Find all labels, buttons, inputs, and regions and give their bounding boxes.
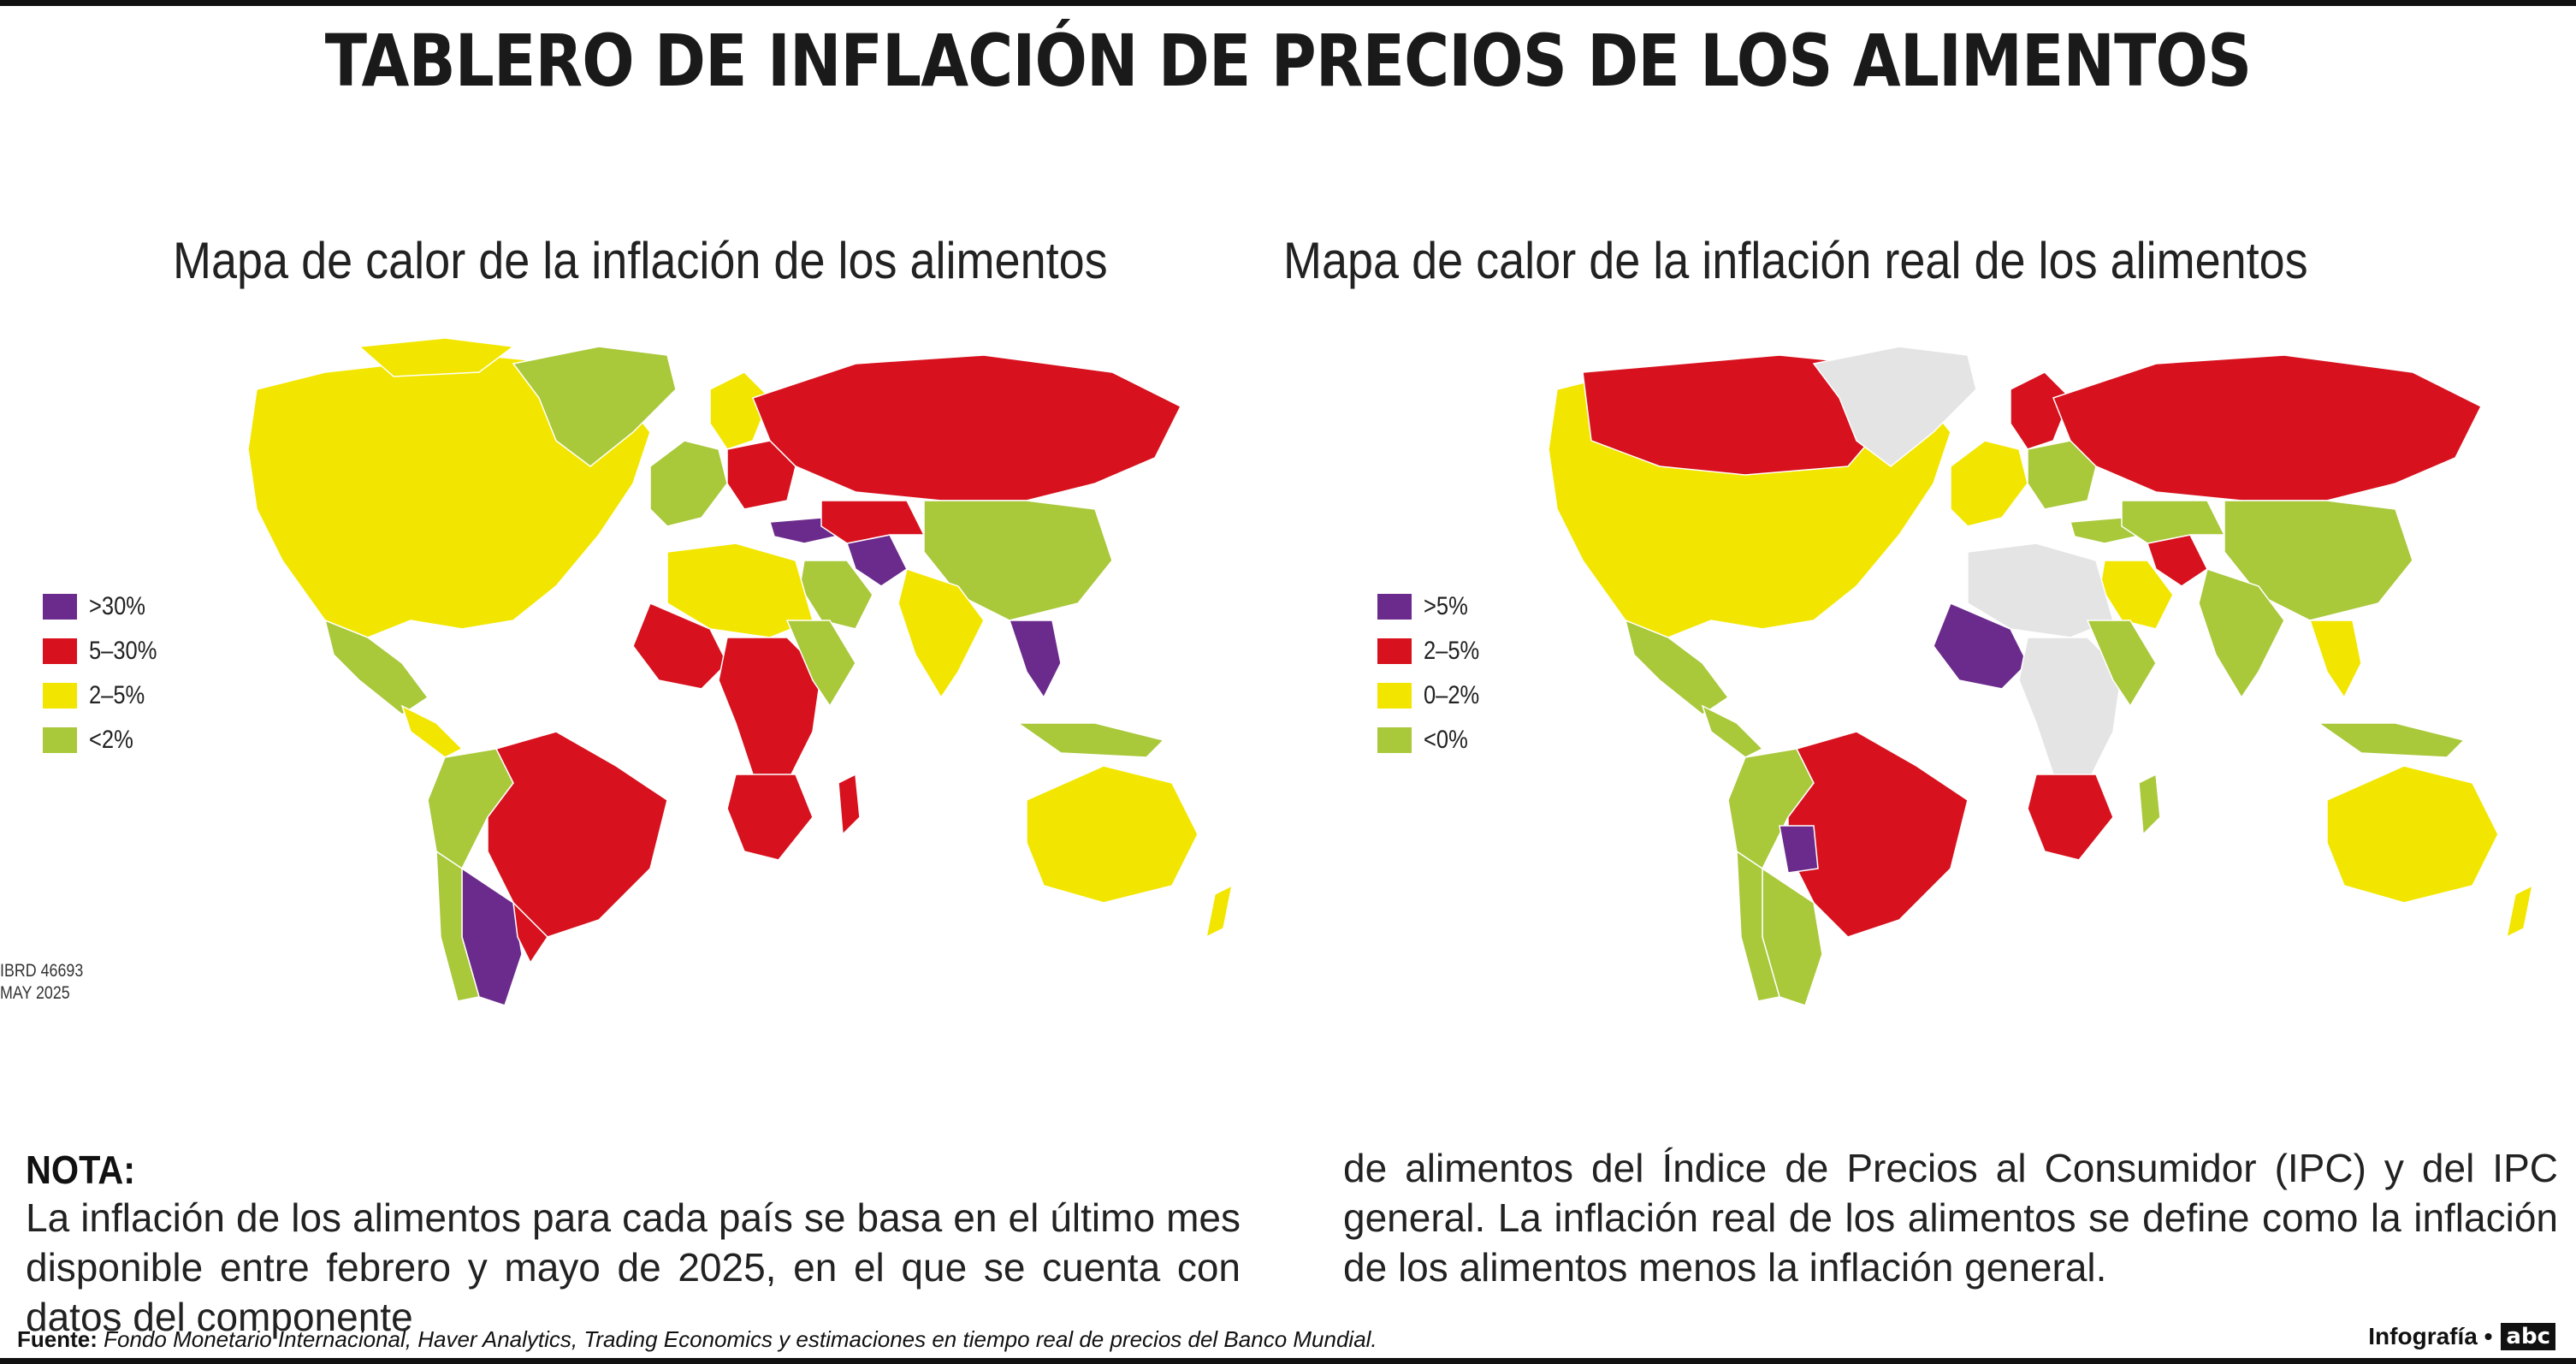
region-china [2224,500,2413,621]
region-chile [435,850,480,1002]
legend-label: <0% [1424,726,1468,754]
region-russia [752,354,1182,501]
map-credit: IBRD 46693 MAY 2025 [0,960,83,1005]
region-central-america [1701,704,1764,758]
region-new-zealand [1205,884,1234,939]
legend-item: 5–30% [43,629,169,673]
region-australia [2326,765,2499,904]
legend-swatch [1377,594,1412,620]
page-title: TABLERO DE INFLACIÓN DE PRECIOS DE LOS A… [324,19,2252,103]
source-line: Fuente: Fondo Monetario Internacional, H… [17,1326,1377,1353]
legend-swatch [43,594,77,620]
legend-label: 2–5% [89,681,145,709]
legend-swatch [43,683,77,709]
region-scandinavia [709,371,771,450]
region-new-zealand [2505,884,2534,939]
region-russia [2052,354,2483,501]
top-rule [0,0,2576,6]
legend-swatch [1377,727,1412,753]
region-west-africa [632,602,728,690]
region-east-africa [2086,620,2157,708]
region-western-europe [649,440,728,527]
region-madagascar [2138,773,2161,836]
region-madagascar [838,773,861,836]
region-west-africa [1933,602,2028,690]
region-bolivia [1779,825,1819,874]
source-text: Fondo Monetario Internacional, Haver Ana… [104,1326,1377,1352]
legend-label: >30% [89,592,145,620]
region-western-europe [1950,440,2028,527]
food-inflation-world-map [247,338,1234,1005]
region-east-africa [785,620,856,708]
region-mexico [1624,619,1730,715]
region-australia [1026,765,1199,904]
legend-food-inflation: >30% 5–30% 2–5% <2% [43,584,169,762]
region-mexico [323,619,429,715]
legend-real-food-inflation: >5% 2–5% 0–2% <0% [1377,584,1489,762]
legend-swatch [43,727,77,753]
legend-item: <2% [43,718,169,762]
map-credit-id: IBRD 46693 [0,961,84,981]
region-china [923,500,1113,621]
bottom-rule [0,1358,2576,1364]
legend-item: <0% [1377,718,1489,762]
note-text-left: La inflación de los alimentos para cada … [26,1195,1241,1339]
region-scandinavia [2010,371,2071,450]
region-greenland [512,346,677,467]
region-central-america [400,704,464,758]
region-brazil [1787,731,1969,938]
source-label: Fuente: [17,1326,98,1352]
region-southern-africa [2027,774,2114,861]
region-southeast-asia [1008,620,1062,699]
region-southeast-asia [2308,620,2362,699]
note-text-right: de alimentos del Índice de Precios al Co… [1343,1146,2558,1290]
legend-label: 5–30% [89,637,157,665]
legend-item: 0–2% [1377,673,1489,718]
legend-item: >5% [1377,584,1489,629]
legend-swatch [1377,638,1412,664]
legend-label: >5% [1424,592,1468,620]
legend-item: 2–5% [1377,629,1489,673]
region-central-asia [820,500,926,544]
region-central-asia [2121,500,2226,544]
legend-label: 2–5% [1424,637,1480,665]
region-indonesia [1016,722,1165,758]
credit-text: Infografía • [2368,1323,2493,1349]
region-canada-north [358,338,515,377]
real-food-inflation-world-map [1548,346,2534,1005]
region-greenland [1812,346,1977,467]
region-chile [1736,850,1780,1002]
legend-label: <2% [89,726,133,754]
region-canada [1582,354,1900,476]
map-title-real-food-inflation: Mapa de calor de la inflación real de lo… [1283,232,2308,289]
map-credit-date: MAY 2025 [0,983,70,1003]
region-southern-africa [726,774,814,861]
infographic-credit: Infografía • abc [2368,1323,2555,1350]
map-title-food-inflation: Mapa de calor de la inflación de los ali… [173,232,1108,289]
legend-item: 2–5% [43,673,169,718]
region-india [897,568,985,699]
region-indonesia [2316,722,2466,758]
region-brazil [487,731,668,938]
region-uruguay-paraguay [512,900,548,964]
legend-label: 0–2% [1424,681,1480,709]
note-title: NOTA: [26,1148,136,1192]
legend-swatch [43,638,77,664]
legend-item: >30% [43,584,169,629]
legend-swatch [1377,683,1412,709]
abc-logo: abc [2501,1323,2555,1350]
region-india [2198,568,2285,699]
